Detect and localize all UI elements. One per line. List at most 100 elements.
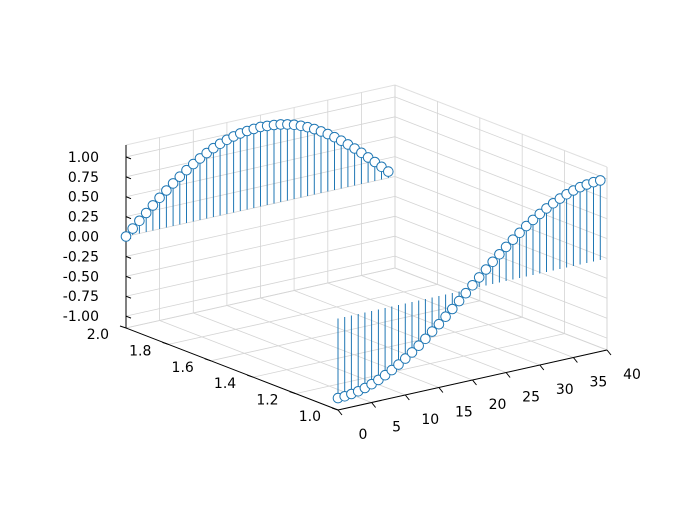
x-tick-mark (404, 394, 410, 401)
x-tick-mark (505, 372, 511, 378)
grid-lines (125, 85, 608, 411)
z-tick-label: 0.75 (68, 170, 99, 186)
y-tick-mark (247, 374, 254, 378)
z-tick-label: 0.25 (68, 210, 99, 226)
x-tick-mark (438, 387, 444, 393)
y-tick-label: 2.0 (87, 327, 109, 343)
x-tick-label: 0 (359, 427, 368, 443)
z-tick-mark (125, 275, 132, 279)
stem-marker (420, 333, 431, 345)
y-tick-label: 1.4 (214, 376, 236, 392)
stem-marker (514, 227, 525, 239)
stem-marker (480, 264, 492, 275)
stem-marker (534, 208, 546, 220)
stem-marker (154, 192, 165, 204)
stem-marker (167, 178, 179, 189)
stem-marker (426, 326, 438, 337)
stem-marker (383, 166, 394, 177)
grid-line-z (125, 196, 396, 257)
grid-line-z (394, 116, 608, 200)
grid-line-y (210, 300, 480, 362)
stem-marker (174, 171, 186, 182)
grid-line-x (361, 275, 574, 358)
stem-marker (473, 272, 485, 283)
grid-line-z (394, 196, 608, 279)
stem-marker (140, 207, 152, 219)
x-tick-mark (337, 409, 343, 416)
pane-edge (394, 84, 608, 168)
z-tick-mark (125, 176, 132, 180)
x-tick-label: 20 (489, 397, 507, 413)
y-tick-mark (331, 407, 339, 411)
stem-marker (467, 280, 478, 291)
x-tick-mark (606, 349, 612, 356)
y-tick-mark (119, 325, 127, 329)
x-tick-label: 35 (589, 375, 607, 391)
grid-line-y (125, 267, 396, 329)
z-tick-label: -0.25 (63, 249, 99, 265)
stem-marker (413, 340, 425, 352)
stem-marker (433, 318, 445, 330)
y-tick-label: 1.2 (256, 393, 278, 409)
z-tick-mark (125, 295, 132, 299)
grid-line-z (125, 255, 396, 317)
x-tick-label: 40 (623, 367, 641, 383)
stems (132, 124, 601, 399)
z-tick-label: -1.00 (63, 309, 99, 325)
grid-line-x (159, 320, 372, 403)
grid-line-z (394, 235, 608, 319)
z-tick-mark (125, 255, 132, 259)
z-tick-mark (125, 315, 132, 319)
stem-marker (120, 231, 132, 242)
z-tick-label: -0.75 (63, 289, 99, 305)
stem-marker (460, 287, 472, 299)
stem-marker (453, 295, 465, 307)
stem-marker (147, 200, 159, 211)
stem-marker (161, 185, 172, 196)
stem-marker (181, 164, 192, 176)
stem-marker (527, 214, 539, 226)
z-tick-mark (125, 196, 132, 200)
stem-marker (406, 347, 418, 358)
grid-line-z (125, 215, 396, 277)
stem-marker (188, 158, 199, 170)
stem-marker (386, 364, 398, 376)
stem-marker (393, 359, 404, 370)
y-tick-label: 1.6 (172, 360, 194, 376)
x-tick-label: 10 (421, 412, 439, 428)
axis-ticks: 0 5 10 15 20 25 30 35 40 1.0 1.2 1.4 1.6 1.8 2.0 -1.00 -… (63, 150, 641, 443)
x-tick-label: 5 (392, 420, 401, 436)
x-tick-mark (371, 402, 376, 408)
stem-marker (595, 175, 606, 186)
stem-marker (507, 234, 519, 245)
stem-marker (487, 256, 499, 268)
stem-marker (494, 249, 505, 260)
stem-marker (440, 311, 451, 323)
z-tick-label: 1.00 (68, 150, 99, 166)
grid-line-x (260, 297, 473, 381)
x-tick-label: 25 (522, 390, 540, 406)
grid-line-x (293, 290, 507, 373)
z-tick-label: 0.00 (68, 230, 99, 246)
stem-marker (447, 303, 458, 315)
y-tick-mark (162, 341, 169, 345)
stem-marker (500, 241, 512, 253)
grid-line-y (295, 333, 565, 394)
grid-line-z (394, 136, 608, 220)
x-tick-label: 30 (556, 382, 574, 398)
stem-marker (127, 223, 138, 234)
grid-line-z (394, 156, 608, 239)
stem-marker (521, 220, 532, 232)
x-tick-label: 15 (455, 405, 473, 421)
x-tick-mark (573, 357, 578, 363)
z-tick-label: 0.50 (68, 190, 99, 206)
stem-marker (400, 353, 411, 364)
grid-line-z (125, 235, 396, 297)
z-tick-mark (125, 156, 132, 160)
x-tick-mark (539, 364, 545, 371)
grid-line-z (394, 96, 608, 180)
y-tick-mark (289, 391, 296, 395)
markers (120, 119, 606, 404)
y-tick-label: 1.8 (129, 343, 151, 359)
